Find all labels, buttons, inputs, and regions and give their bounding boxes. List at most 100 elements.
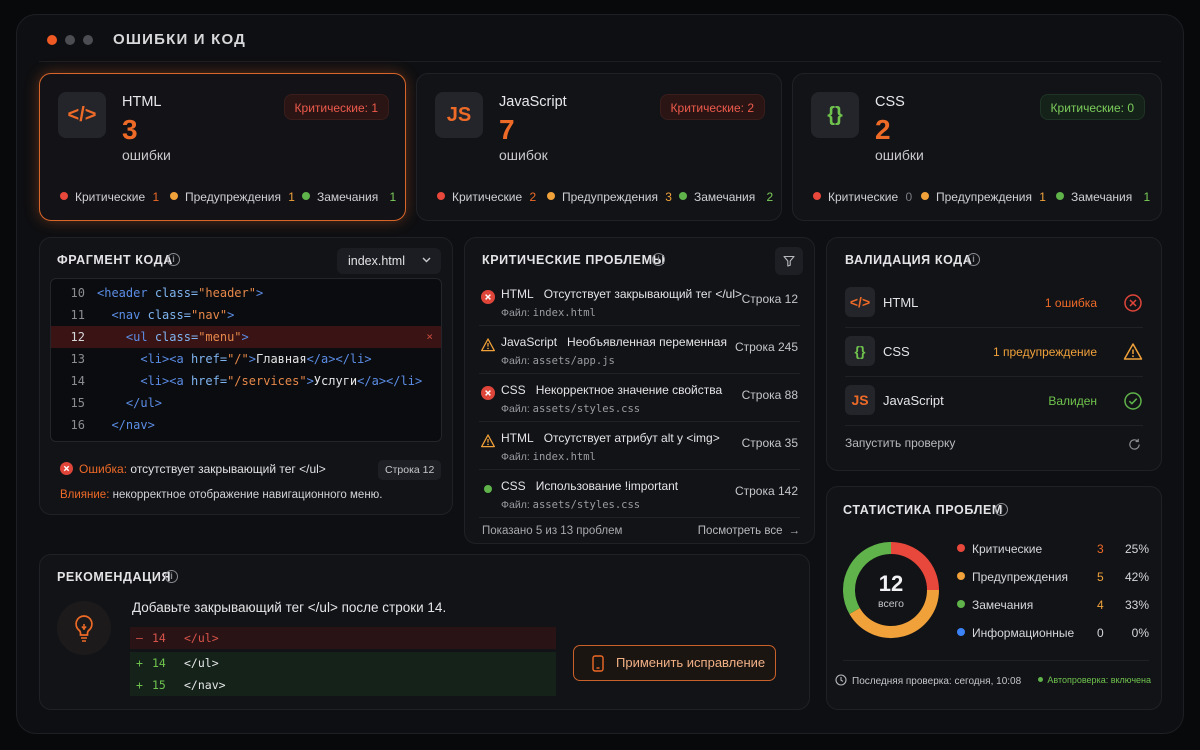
note-dot xyxy=(679,192,687,200)
summary-card-css[interactable]: {} CSS 2 ошибки Критические: 0 Критическ… xyxy=(792,73,1162,221)
arrow-right-icon: → xyxy=(788,525,801,537)
filter-icon xyxy=(783,255,795,267)
card-error-count: 3 xyxy=(122,114,138,145)
info-icon[interactable]: i xyxy=(995,503,1008,516)
validation-status: 1 предупреждение xyxy=(992,345,1097,359)
issue-item[interactable]: HTML Отсутствует атрибут alt у <img> Фай… xyxy=(479,422,800,470)
severity-breakdown: Критические 0 Предупреждения 1 Замечания… xyxy=(813,190,1150,206)
apply-fix-button[interactable]: Применить исправление xyxy=(573,645,776,681)
legend-item-warnings: Предупреждения 5 42% xyxy=(957,570,1149,586)
maximize-window-button[interactable] xyxy=(83,35,93,45)
check-circle-icon xyxy=(1124,392,1142,410)
issue-item[interactable]: CSS Использование !important Файл: asset… xyxy=(479,470,800,518)
validation-row-css[interactable]: {} CSS 1 предупреждение xyxy=(845,328,1143,377)
critical-dot xyxy=(60,192,68,200)
total-issues-label: всего xyxy=(878,598,904,610)
minimize-window-button[interactable] xyxy=(65,35,75,45)
divider xyxy=(843,660,1149,661)
info-icon[interactable]: i xyxy=(165,570,178,583)
warning-dot xyxy=(170,192,178,200)
issue-item[interactable]: JavaScript Необъявленная переменная Файл… xyxy=(479,326,800,374)
window-title: ОШИБКИ И КОД xyxy=(113,31,247,48)
issues-donut-chart xyxy=(843,542,939,638)
summary-card-html[interactable]: </> HTML 3 ошибки Критические: 1 Критиче… xyxy=(39,73,406,221)
file-select[interactable]: index.html xyxy=(337,248,441,274)
chevron-down-icon xyxy=(422,257,431,263)
run-check-button[interactable]: Запустить проверку xyxy=(845,436,1143,456)
critical-dot xyxy=(437,192,445,200)
severity-breakdown: Критические 2 Предупреждения 3 Замечания… xyxy=(437,190,773,206)
card-error-count: 7 xyxy=(499,114,515,145)
donut-segment-critical xyxy=(890,542,939,591)
recommendation-title: РЕКОМЕНДАЦИЯ xyxy=(57,570,172,584)
note-dot xyxy=(1056,192,1064,200)
card-error-unit: ошибок xyxy=(499,147,548,163)
code-fragment-title: ФРАГМЕНТ КОДА xyxy=(57,253,173,267)
error-line-badge[interactable]: Строка 12 xyxy=(378,460,442,480)
code-validation-panel: ВАЛИДАЦИЯ КОДА i </> HTML 1 ошибка {} CS… xyxy=(826,237,1162,471)
note-dot xyxy=(302,192,310,200)
card-error-count: 2 xyxy=(875,114,891,145)
critical-badge: Критические: 2 xyxy=(659,94,765,120)
recommendation-panel: РЕКОМЕНДАЦИЯ i Добавьте закрывающий тег … xyxy=(39,554,810,710)
code-line: 15 </ul> xyxy=(70,396,163,410)
legend-item-critical: Критические 3 25% xyxy=(957,542,1149,558)
card-lang-name: CSS xyxy=(875,94,905,110)
donut-segment-notes xyxy=(843,542,892,614)
app-window: ОШИБКИ И КОД </> HTML 3 ошибки Критическ… xyxy=(16,14,1184,734)
divider xyxy=(39,61,1161,62)
javascript-icon: JS xyxy=(435,92,483,138)
phone-fix-icon xyxy=(592,655,604,672)
lightbulb-icon xyxy=(57,601,111,655)
warning-dot xyxy=(921,192,929,200)
error-icon xyxy=(481,386,495,400)
css-braces-icon: {} xyxy=(811,92,859,138)
refresh-icon xyxy=(1129,438,1140,450)
validation-status: Валиден xyxy=(1048,394,1097,408)
html-code-icon: </> xyxy=(845,287,875,317)
validation-row-javascript[interactable]: JS JavaScript Валиден xyxy=(845,377,1143,426)
donut-segment-warnings xyxy=(849,589,939,638)
impact-message: Влияние: некорректное отображение навига… xyxy=(60,489,383,501)
title-bar: ОШИБКИ И КОД xyxy=(17,15,1183,63)
validation-status: 1 ошибка xyxy=(1044,296,1097,310)
severity-breakdown: Критические 1 Предупреждения 1 Замечания… xyxy=(60,190,396,206)
error-icon xyxy=(60,462,73,475)
card-error-unit: ошибки xyxy=(875,147,924,163)
card-error-unit: ошибки xyxy=(122,147,171,163)
summary-card-javascript[interactable]: JS JavaScript 7 ошибок Критические: 2 Кр… xyxy=(416,73,782,221)
info-icon[interactable]: i xyxy=(967,253,980,266)
error-mark-icon: × xyxy=(426,330,433,343)
validation-title: ВАЛИДАЦИЯ КОДА xyxy=(845,253,973,267)
warning-dot xyxy=(547,192,555,200)
code-editor[interactable]: 10 <header class="header"> 11 <nav class=… xyxy=(50,278,442,442)
clock-icon xyxy=(835,674,847,686)
critical-issues-title: КРИТИЧЕСКИЕ ПРОБЛЕМЫ xyxy=(482,253,666,267)
diff-line-added: +14 </ul> xyxy=(130,652,556,674)
issue-item[interactable]: CSS Некорректное значение свойства Файл:… xyxy=(479,374,800,422)
error-circle-icon xyxy=(1124,294,1142,312)
statistics-title: СТАТИСТИКА ПРОБЛЕМ xyxy=(843,503,1003,517)
filter-button[interactable] xyxy=(775,247,803,275)
issue-statistics-panel: СТАТИСТИКА ПРОБЛЕМ i 12 всего Критически… xyxy=(826,486,1162,710)
diff-line-removed: –14 </ul> xyxy=(130,627,556,649)
issue-item[interactable]: HTML Отсутствует закрывающий тег </ul> Ф… xyxy=(479,278,800,326)
view-all-link[interactable]: Посмотреть все → xyxy=(697,525,801,537)
recommendation-text: Добавьте закрывающий тег </ul> после стр… xyxy=(132,600,447,615)
critical-badge: Критические: 0 xyxy=(1039,94,1145,120)
auto-check-status[interactable]: Автопроверка: включена xyxy=(1038,675,1151,685)
total-issues-count: 12 xyxy=(878,571,904,596)
javascript-icon: JS xyxy=(845,385,875,415)
close-window-button[interactable] xyxy=(47,35,57,45)
code-line: 11 <nav class="nav"> xyxy=(70,308,235,322)
warning-icon xyxy=(1123,343,1143,360)
validation-row-html[interactable]: </> HTML 1 ошибка xyxy=(845,279,1143,328)
info-icon[interactable]: i xyxy=(167,253,180,266)
info-icon[interactable]: i xyxy=(652,253,665,266)
error-icon xyxy=(481,290,495,304)
last-check: Последняя проверка: сегодня, 10:08 xyxy=(835,674,1021,687)
legend-item-info: Информационные 0 0% xyxy=(957,626,1149,642)
warning-icon xyxy=(481,434,495,448)
code-line: 14 <li><a href="/services">Услуги</a></l… xyxy=(70,374,423,388)
critical-issues-panel: КРИТИЧЕСКИЕ ПРОБЛЕМЫ i HTML Отсутствует … xyxy=(464,237,815,544)
